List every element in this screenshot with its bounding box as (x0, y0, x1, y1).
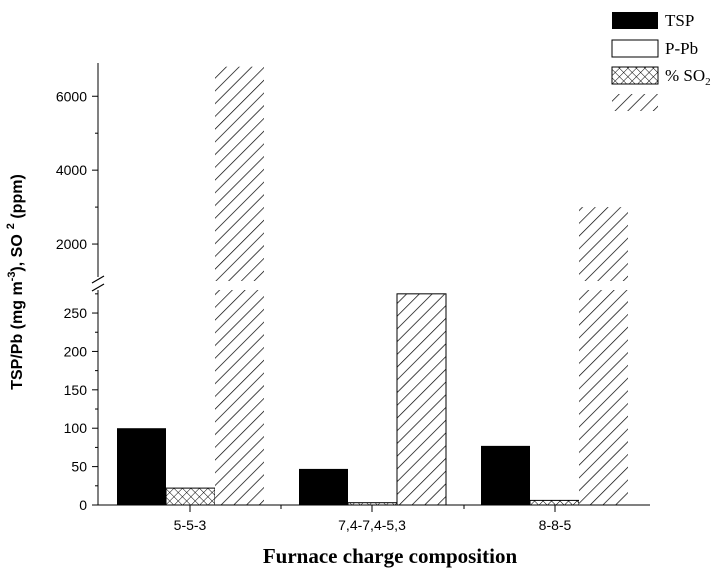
axis-layer (91, 63, 650, 506)
axis-break-mark-top (91, 275, 105, 284)
bar-crosshatch-8-8-5 (529, 499, 580, 506)
y-axis-label-subscript: 2 (5, 223, 17, 229)
legend-swatch-tsp (612, 12, 658, 29)
y-tick-label-6000: 6000 (56, 88, 87, 104)
y-axis-label-end: (ppm) (9, 174, 26, 223)
y-axis-label: TSP/Pb (mg m-3), SO 2 (ppm) (5, 174, 26, 390)
axis-break-mark-bottom (91, 283, 105, 292)
legend-label-ppb: P-Pb (665, 39, 698, 58)
y-axis-label-exponent: -3 (6, 272, 18, 282)
legend-swatch-ppb (611, 39, 659, 58)
bar-solid-7,4-7,4-5,3 (299, 468, 348, 505)
legend-label-so2-main: % SO (665, 66, 705, 85)
bar-diagonal-5-5-3-upper (215, 66, 264, 281)
y-tick-label-150: 150 (64, 382, 88, 398)
bar-crosshatch-5-5-3 (165, 487, 216, 506)
bar-diagonal-7,4-7,4-5,3 (396, 293, 447, 506)
legend-swatch-so2 (611, 66, 659, 85)
legend-label-so2-sub: 2 (705, 76, 711, 88)
bar-diagonal-8-8-5-lower (579, 290, 628, 505)
y-tick-label-50: 50 (71, 459, 87, 475)
x-axis-label: Furnace charge composition (263, 544, 518, 568)
x-tick-label-5-5-3: 5-5-3 (174, 517, 207, 533)
y-tick-label-100: 100 (64, 420, 88, 436)
ticks-layer: 0 50 100 150 200 250 2000 4000 6000 5-5-3 7,4-7,4-… (56, 88, 572, 533)
y-axis-label-mid: ), SO (9, 234, 26, 271)
y-axis-label-main: TSP/Pb (mg m (9, 281, 26, 389)
bar-diagonal-8-8-5-upper (579, 207, 628, 281)
legend: TSP P-Pb % SO2 (611, 11, 711, 111)
bars-layer (117, 66, 628, 506)
bar-solid-8-8-5 (481, 445, 530, 505)
x-tick-label-8-8-5: 8-8-5 (539, 517, 572, 533)
y-tick-label-200: 200 (64, 343, 88, 359)
y-tick-label-0: 0 (79, 497, 87, 513)
y-tick-label-250: 250 (64, 305, 88, 321)
bar-solid-5-5-3 (117, 428, 166, 505)
y-tick-label-4000: 4000 (56, 162, 87, 178)
legend-label-tsp: TSP (665, 11, 694, 30)
bar-diagonal-5-5-3-lower (215, 290, 264, 505)
legend-swatch-diagonal (612, 94, 658, 111)
y-tick-label-2000: 2000 (56, 236, 87, 252)
legend-label-so2: % SO2 (665, 66, 711, 88)
x-tick-label-7,4-7,4-5,3: 7,4-7,4-5,3 (338, 517, 406, 533)
